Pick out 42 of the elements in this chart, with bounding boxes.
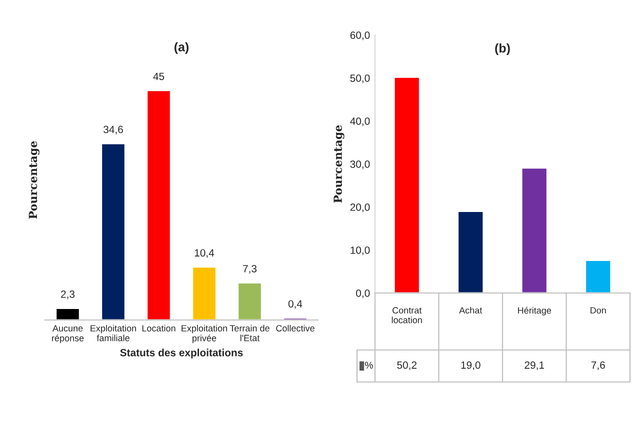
bar [146,90,172,320]
bar [393,76,420,293]
y-tick-label: 50,0 [350,74,370,84]
data-label: 50,2 [397,361,416,370]
data-label: 19,0 [461,361,480,370]
data-label: 34,6 [104,126,123,134]
x-tick-label: Location [142,324,176,332]
data-label: 10,4 [194,249,214,258]
x-tick-label: Don [590,307,606,314]
x-tick-label: Exploitation privée [182,324,227,344]
x-tick-label: Achat [459,306,482,314]
data-label: 45 [153,72,164,80]
data-label: 2,3 [61,290,75,300]
bar [520,167,548,293]
data-label: 29,1 [524,361,544,370]
y-tick-label: 30,0 [350,160,370,170]
x-tick-label: Exploitation familiale [90,324,136,342]
text: (b) [495,43,510,56]
bar [237,282,262,320]
x-tick-label: Aucune réponse [52,325,84,344]
y-axis-title: Pourcentage [28,141,40,219]
text: % [364,362,373,369]
y-axis-title: Pourcentage [334,125,344,203]
data-label: 7,6 [591,361,605,370]
y-tick-label: 40,0 [350,118,370,126]
y-tick-label: 10,0 [350,246,370,256]
x-tick-label: Héritage [518,306,552,316]
bar [100,142,126,320]
bar [457,210,484,293]
x-tick-label: Terrain de l'Etat [230,324,270,342]
y-tick-label: 0,0 [356,290,370,298]
bar [584,260,612,293]
bar [192,266,217,320]
x-tick-label: Collective [276,324,314,332]
chart-title: (a) [174,42,189,54]
data-label: 0,4 [288,300,302,309]
x-axis-title: Statuts des exploitations [120,348,243,358]
y-tick-label: 60,0 [350,32,370,40]
bar [55,308,80,320]
y-tick-label: 20,0 [350,204,370,212]
data-label: 7,3 [243,265,257,274]
x-tick-label: Contrat location [392,307,422,324]
